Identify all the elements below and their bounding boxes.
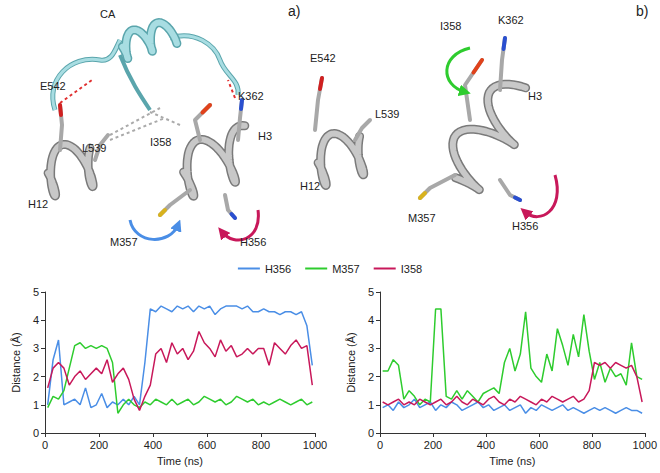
svg-text:0: 0 [377, 439, 383, 451]
svg-text:L539: L539 [82, 142, 106, 154]
svg-text:I358: I358 [150, 136, 171, 148]
svg-text:2: 2 [33, 371, 39, 383]
svg-text:400: 400 [477, 439, 495, 451]
svg-text:400: 400 [144, 439, 162, 451]
svg-text:3: 3 [33, 342, 39, 354]
svg-text:H356: H356 [265, 263, 291, 275]
svg-text:H12: H12 [300, 180, 320, 192]
svg-text:H3: H3 [528, 90, 542, 102]
svg-text:L539: L539 [375, 108, 399, 120]
svg-text:800: 800 [583, 439, 601, 451]
svg-text:1: 1 [33, 399, 39, 411]
svg-text:0: 0 [368, 427, 374, 439]
svg-text:200: 200 [424, 439, 442, 451]
svg-text:Time (ns): Time (ns) [489, 455, 535, 467]
svg-text:E542: E542 [310, 52, 336, 64]
svg-text:600: 600 [198, 439, 216, 451]
svg-text:4: 4 [33, 314, 39, 326]
svg-text:b): b) [636, 3, 648, 19]
svg-text:H356: H356 [512, 220, 538, 232]
svg-text:200: 200 [90, 439, 108, 451]
svg-text:E542: E542 [40, 80, 66, 92]
svg-text:5: 5 [368, 286, 374, 298]
svg-text:I358: I358 [440, 20, 461, 32]
svg-text:3: 3 [368, 342, 374, 354]
svg-text:1: 1 [368, 399, 374, 411]
svg-text:H3: H3 [258, 130, 272, 142]
svg-text:600: 600 [530, 439, 548, 451]
svg-text:1000: 1000 [633, 439, 657, 451]
svg-text:5: 5 [33, 286, 39, 298]
svg-text:H356: H356 [240, 236, 266, 248]
svg-text:M357: M357 [408, 212, 436, 224]
svg-text:Distance (Å): Distance (Å) [345, 332, 357, 393]
svg-text:CA: CA [100, 8, 116, 20]
svg-text:Distance (Å): Distance (Å) [10, 332, 22, 393]
svg-text:a): a) [288, 3, 300, 19]
svg-text:4: 4 [368, 314, 374, 326]
svg-text:800: 800 [252, 439, 270, 451]
svg-text:1000: 1000 [303, 439, 327, 451]
svg-text:0: 0 [33, 427, 39, 439]
svg-text:H12: H12 [28, 198, 48, 210]
svg-text:K362: K362 [238, 90, 264, 102]
svg-text:M357: M357 [110, 236, 138, 248]
svg-text:K362: K362 [498, 14, 524, 26]
svg-text:Time (ns): Time (ns) [157, 455, 203, 467]
svg-text:2: 2 [368, 371, 374, 383]
svg-text:I358: I358 [401, 263, 422, 275]
svg-text:M357: M357 [332, 263, 360, 275]
svg-text:0: 0 [42, 439, 48, 451]
